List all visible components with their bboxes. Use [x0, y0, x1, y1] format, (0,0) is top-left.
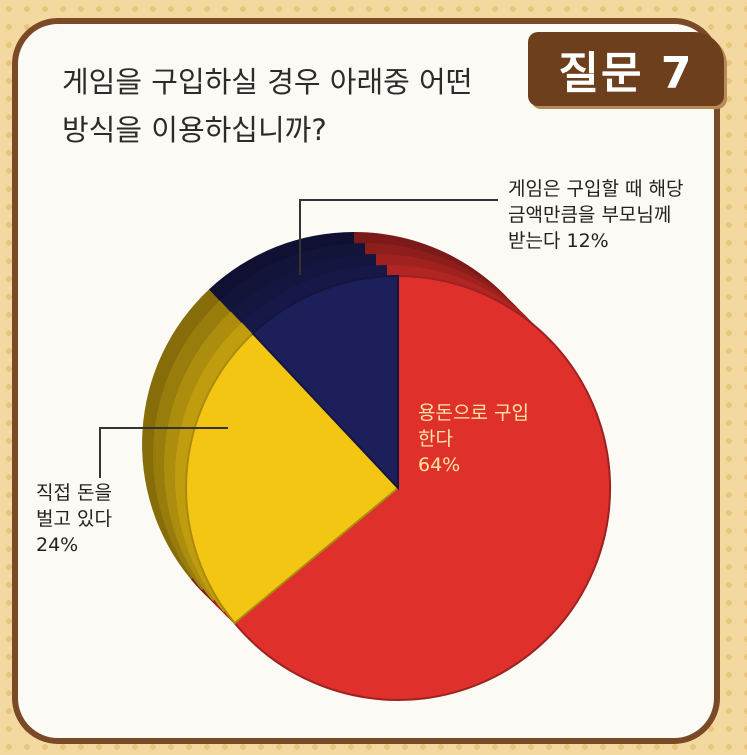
pie-slice-1 [185, 332, 400, 625]
slice-label-earn-line-3: 24% [36, 534, 79, 556]
slice-label-earn: 직접 돈을 벌고 있다 24% [36, 480, 112, 558]
question-badge: 질문 7 [528, 32, 724, 106]
leader-line-earn [99, 427, 228, 478]
slice-label-allowance-line-3: 64% [418, 454, 461, 476]
slice-label-allowance-line-2: 한다 [418, 428, 453, 450]
slice-label-parents-line-2: 금액만큼을 부모님께 [508, 204, 672, 226]
slice-label-parents-line-1: 게임은 구입할 때 해당 [508, 178, 684, 200]
slice-label-allowance-line-1: 용돈으로 구입 [418, 402, 529, 424]
question-line-1: 게임을 구입하실 경우 아래중 어떤 [62, 65, 473, 99]
slice-label-earn-line-1: 직접 돈을 [36, 482, 112, 504]
slice-label-earn-line-2: 벌고 있다 [36, 508, 112, 530]
leader-line-parents [299, 199, 498, 275]
question-line-2: 방식을 이용하십니까? [62, 113, 327, 147]
pie-slice-0 [233, 274, 612, 701]
slice-label-allowance: 용돈으로 구입 한다 64% [418, 400, 529, 478]
slice-label-parents-line-3: 받는다 12% [508, 230, 609, 252]
pie-slice-2 [251, 274, 399, 491]
question-text: 게임을 구입하실 경우 아래중 어떤 방식을 이용하십니까? [62, 58, 502, 154]
slice-label-parents: 게임은 구입할 때 해당 금액만큼을 부모님께 받는다 12% [508, 176, 683, 254]
